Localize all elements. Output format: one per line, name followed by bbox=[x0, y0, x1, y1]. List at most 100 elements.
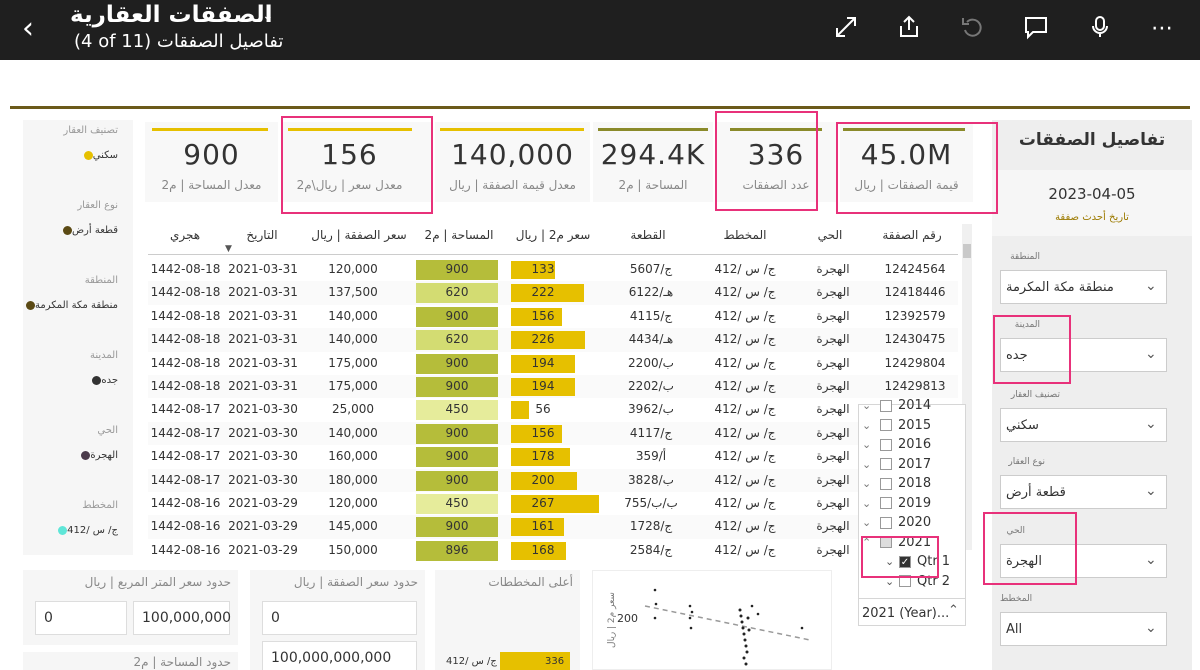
cell-district: الهجرة bbox=[816, 449, 850, 464]
comment-icon[interactable] bbox=[1022, 14, 1050, 44]
table-row[interactable]: الهجرة ج/ س /412 ج/1728 161 900 145,000 2021-0… bbox=[148, 515, 958, 539]
checkbox[interactable] bbox=[880, 419, 892, 431]
table-row[interactable]: الهجرة ج/ س /412 أ/359 178 900 160,000 2021-03… bbox=[148, 445, 958, 468]
column-header[interactable]: رقم الصفقة bbox=[882, 228, 942, 242]
region-slicer[interactable] bbox=[1000, 270, 1167, 304]
column-header[interactable]: سعر م2 | ريال bbox=[515, 228, 591, 242]
year-item[interactable]: ⌃ 2021 bbox=[862, 535, 962, 555]
sqm-max-input[interactable]: 100,000,000 bbox=[133, 601, 231, 635]
chevron-down-icon[interactable]: ⌄ bbox=[1145, 278, 1157, 294]
checkbox[interactable] bbox=[880, 458, 892, 470]
chevron-down-icon[interactable]: ⌄ bbox=[862, 516, 872, 529]
column-header[interactable]: المخطط bbox=[723, 228, 767, 242]
chevron-down-icon[interactable]: ⌄ bbox=[1145, 620, 1157, 636]
table-row[interactable]: الهجرة ج/ س /412 ج/2584 168 896 150,000 2021-0… bbox=[148, 539, 958, 562]
chevron-down-icon[interactable]: ⌄ bbox=[262, 8, 274, 24]
chevron-down-icon[interactable]: ⌄ bbox=[862, 496, 872, 510]
quarter-item[interactable]: ⌄ ✓ Qtr 1 bbox=[885, 554, 985, 574]
checkbox[interactable] bbox=[880, 477, 892, 490]
more-icon[interactable]: ⋯ bbox=[1151, 16, 1173, 41]
legend-label: الحي bbox=[97, 425, 118, 436]
table-scrollbar[interactable] bbox=[962, 224, 972, 550]
type-slicer[interactable] bbox=[1000, 475, 1167, 509]
table-row[interactable]: 12430475 الهجرة ج/ س /412 هـ/4434 226 620 140,… bbox=[148, 328, 958, 352]
year-item[interactable]: ⌄ 2016 bbox=[862, 437, 962, 457]
kpi-card-area bbox=[593, 122, 713, 202]
plan-slicer[interactable] bbox=[1000, 612, 1167, 646]
year-item[interactable]: ⌄ 2014 bbox=[862, 398, 962, 418]
sort-descending-icon[interactable]: ▼ bbox=[225, 244, 232, 254]
chevron-down-icon[interactable]: ⌄ bbox=[862, 399, 872, 412]
cell-price-m2: 168 bbox=[531, 542, 555, 557]
kpi-accent bbox=[288, 128, 412, 131]
chevron-down-icon[interactable]: ⌄ bbox=[862, 418, 872, 432]
date-slicer-dropdown[interactable] bbox=[858, 598, 966, 626]
microphone-icon[interactable] bbox=[1086, 14, 1114, 44]
year-item[interactable]: ⌄ 2018 bbox=[862, 476, 962, 496]
chevron-down-icon[interactable]: ⌄ bbox=[1145, 416, 1157, 432]
scatter-card bbox=[592, 570, 832, 670]
year-item[interactable]: ⌄ 2017 bbox=[862, 457, 962, 477]
undo-icon[interactable] bbox=[958, 14, 986, 44]
table-row[interactable]: الهجرة ج/ س /412 ب/3962 56 450 25,000 2021-03-… bbox=[148, 398, 958, 421]
checkbox[interactable] bbox=[899, 575, 911, 587]
cell-price-m2: 161 bbox=[531, 519, 555, 534]
city-slicer[interactable] bbox=[1000, 338, 1167, 372]
checkbox-checked-icon[interactable]: ✓ bbox=[899, 555, 911, 568]
sqm-min-input[interactable]: 0 bbox=[35, 601, 127, 635]
report-title[interactable]: الصفقات العقارية bbox=[70, 2, 273, 28]
kpi-label: معدل قيمة الصفقة | ريال bbox=[449, 178, 576, 192]
table-row[interactable]: 12429813 الهجرة ج/ س /412 ب/2202 194 900 175,0… bbox=[148, 375, 958, 399]
slicer-label-city: المدينة bbox=[1014, 320, 1040, 330]
chevron-down-icon[interactable]: ⌄ bbox=[1145, 483, 1157, 499]
checkbox[interactable] bbox=[880, 497, 892, 509]
column-header[interactable]: المساحة | م2 bbox=[424, 228, 494, 242]
district-slicer[interactable] bbox=[1000, 544, 1167, 578]
table-row[interactable]: 12392579 الهجرة ج/ س /412 ج/4115 156 900 140,0… bbox=[148, 305, 958, 328]
back-icon[interactable]: ‹ bbox=[22, 11, 34, 46]
price-m2-bar bbox=[511, 448, 570, 467]
page-subtitle: (4 of 11) تفاصيل الصفقات bbox=[74, 31, 284, 52]
cell-hijri: 1442-08-17 bbox=[150, 449, 221, 464]
year-item[interactable]: ⌄ 2019 bbox=[862, 496, 962, 516]
table-row[interactable]: الهجرة ج/ س /412 ب/3828 200 900 180,000 2021-0… bbox=[148, 468, 958, 492]
top-plan-bar[interactable] bbox=[500, 652, 570, 670]
deal-max-input[interactable]: 100,000,000,000 bbox=[262, 641, 417, 670]
chevron-down-icon[interactable]: ⌄ bbox=[862, 438, 872, 451]
column-header[interactable]: هجري bbox=[169, 228, 201, 242]
scrollbar-thumb[interactable] bbox=[963, 244, 971, 258]
chevron-up-icon[interactable]: ⌃ bbox=[948, 603, 959, 618]
table-row[interactable]: 12429804 الهجرة ج/ س /412 ب/2200 194 900 175,0… bbox=[148, 352, 958, 375]
table-row[interactable]: 12424564 الهجرة ج/ س /412 ج/5607 133 900 120,0… bbox=[148, 258, 958, 281]
column-header[interactable]: القطعة bbox=[630, 228, 666, 242]
cell-district: الهجرة bbox=[816, 402, 850, 417]
cell-price-m2: 200 bbox=[531, 472, 555, 487]
cell-area: 620 bbox=[445, 285, 469, 300]
year-item[interactable]: ⌄ 2015 bbox=[862, 418, 962, 438]
year-item[interactable]: ⌄ 2020 bbox=[862, 515, 962, 535]
checkbox[interactable] bbox=[880, 438, 892, 451]
column-header[interactable]: الحي bbox=[817, 228, 843, 242]
checkbox[interactable] bbox=[880, 399, 892, 412]
chevron-down-icon[interactable]: ⌄ bbox=[862, 477, 872, 490]
table-row[interactable]: 12418446 الهجرة ج/ س /412 هـ/6122 222 620 137,… bbox=[148, 281, 958, 305]
kpi-label: قيمة الصفقات | ريال bbox=[854, 178, 959, 192]
chevron-down-icon[interactable]: ⌄ bbox=[1145, 552, 1157, 568]
scatter-plot[interactable] bbox=[640, 578, 825, 670]
chevron-down-icon[interactable]: ⌄ bbox=[1145, 346, 1157, 362]
column-header[interactable]: سعر الصفقة | ريال bbox=[311, 228, 407, 242]
checkbox[interactable] bbox=[880, 516, 892, 529]
expand-icon[interactable] bbox=[832, 14, 860, 44]
region-value: منطقة مكة المكرمة bbox=[1006, 280, 1114, 295]
chevron-down-icon[interactable]: ⌄ bbox=[885, 574, 895, 588]
column-header[interactable]: التاريخ bbox=[246, 228, 278, 242]
deal-min-input[interactable]: 0 bbox=[262, 601, 417, 635]
area-heat-cell bbox=[416, 517, 498, 538]
category-slicer[interactable] bbox=[1000, 408, 1167, 442]
chevron-down-icon[interactable]: ⌄ bbox=[862, 457, 872, 471]
chevron-down-icon[interactable]: ⌄ bbox=[885, 555, 895, 568]
table-row[interactable]: الهجرة ج/ س /412 ج/4117 156 900 140,000 2021-0… bbox=[148, 421, 958, 446]
table-row[interactable]: الهجرة ج/ س /412 ب/ب/755 267 450 120,000 2021-… bbox=[148, 492, 958, 515]
chevron-up-icon[interactable]: ⌃ bbox=[862, 535, 872, 549]
share-icon[interactable] bbox=[895, 14, 923, 44]
